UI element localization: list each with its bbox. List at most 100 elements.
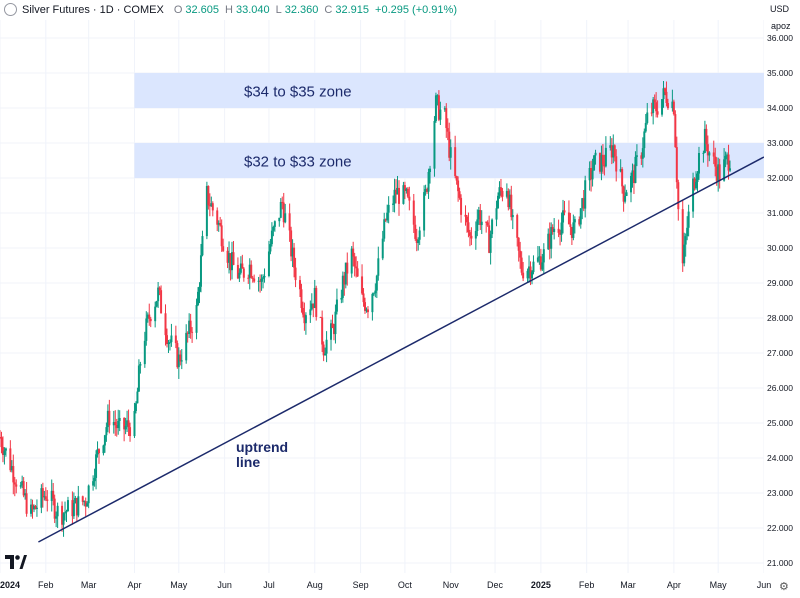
candle-body: [291, 247, 294, 257]
symbol-title[interactable]: Silver Futures · 1D · COMEX: [22, 3, 164, 16]
candle: [624, 184, 627, 204]
candle: [65, 509, 68, 522]
candle-body: [693, 178, 696, 189]
candle-body: [226, 250, 229, 263]
time-tick-label: 2025: [531, 580, 551, 590]
candle-body: [418, 230, 421, 240]
candle: [180, 349, 183, 370]
candle-body: [706, 144, 709, 156]
candle-body: [712, 152, 715, 157]
candle-body: [1, 447, 4, 455]
candle-body: [424, 189, 427, 193]
candle: [550, 222, 553, 259]
candle: [22, 477, 25, 498]
candle: [594, 149, 597, 165]
candle: [115, 418, 118, 437]
candle-body: [118, 417, 121, 421]
time-axis[interactable]: 2024 Feb Mar Apr May Jun Jul Aug Sep Oct Nov Dec 202…: [0, 573, 771, 593]
candle-body: [322, 344, 325, 356]
candle: [137, 359, 140, 392]
candle: [412, 193, 415, 233]
candle-body: [715, 166, 718, 181]
candle: [702, 150, 705, 163]
candle-body: [548, 233, 551, 249]
candle: [123, 417, 126, 442]
candle: [134, 401, 137, 414]
candle: [712, 140, 715, 165]
candle-body: [530, 272, 533, 279]
candle: [219, 216, 222, 227]
candle-body: [455, 175, 458, 181]
price-axis[interactable]: 36.000 35.000 34.000 33.000 32.000 31.000 30.0…: [764, 0, 800, 593]
candle-body: [403, 185, 406, 191]
candle: [448, 122, 451, 162]
candle: [114, 410, 117, 436]
candle-body: [663, 88, 666, 92]
candle: [46, 490, 49, 512]
candle-body: [498, 187, 501, 196]
candle-body: [87, 485, 90, 504]
candle-body: [10, 466, 13, 471]
candle: [467, 212, 470, 238]
candle: [168, 339, 171, 351]
candle-body: [290, 230, 293, 257]
candle: [408, 186, 411, 211]
candle: [250, 260, 253, 279]
candle-body: [697, 152, 700, 174]
currency-label[interactable]: USD: [770, 4, 790, 14]
candle-body: [588, 167, 591, 181]
candle: [102, 444, 105, 456]
candle: [671, 89, 674, 112]
candle-body: [126, 420, 129, 426]
candle: [222, 238, 225, 253]
candle: [362, 288, 365, 307]
candle-body: [536, 257, 539, 262]
tradingview-logo-icon[interactable]: [5, 555, 27, 569]
candle: [650, 102, 653, 117]
candle: [263, 268, 266, 283]
candle: [185, 324, 188, 364]
candle-body: [640, 155, 643, 159]
candle-body: [445, 108, 448, 129]
candle: [220, 219, 223, 252]
candle: [232, 241, 235, 266]
candle-body: [105, 427, 108, 436]
time-tick-label: Sep: [353, 580, 369, 590]
candle: [582, 190, 585, 212]
candle: [646, 102, 649, 125]
symbol-circle-icon[interactable]: [4, 3, 17, 16]
candle-body: [41, 488, 44, 498]
candle-body: [81, 496, 84, 502]
candle: [139, 361, 142, 374]
candle: [198, 282, 201, 304]
candle: [293, 242, 296, 278]
candle: [31, 499, 34, 519]
candle-body: [631, 170, 634, 176]
candle-body: [615, 156, 618, 172]
candle: [148, 303, 151, 326]
candle: [62, 512, 65, 537]
candle: [34, 504, 37, 510]
scale-mode-label[interactable]: apoz: [771, 21, 791, 31]
candle: [392, 195, 395, 212]
candle-body: [197, 291, 200, 306]
candle-body: [364, 302, 367, 311]
candle: [443, 106, 446, 112]
candle-body: [124, 425, 127, 430]
candle: [61, 501, 64, 532]
candle: [288, 203, 291, 242]
candle-body: [46, 499, 49, 501]
candle-body: [324, 353, 327, 356]
candle: [581, 197, 584, 220]
candle-body: [381, 238, 384, 259]
candle-body: [13, 482, 16, 485]
candle: [72, 492, 75, 519]
candle-body: [208, 205, 211, 207]
candle-body: [127, 420, 130, 428]
candle: [381, 230, 384, 261]
settings-gear-icon[interactable]: ⚙: [779, 581, 789, 593]
candle-body: [238, 272, 241, 279]
candle: [322, 341, 325, 362]
